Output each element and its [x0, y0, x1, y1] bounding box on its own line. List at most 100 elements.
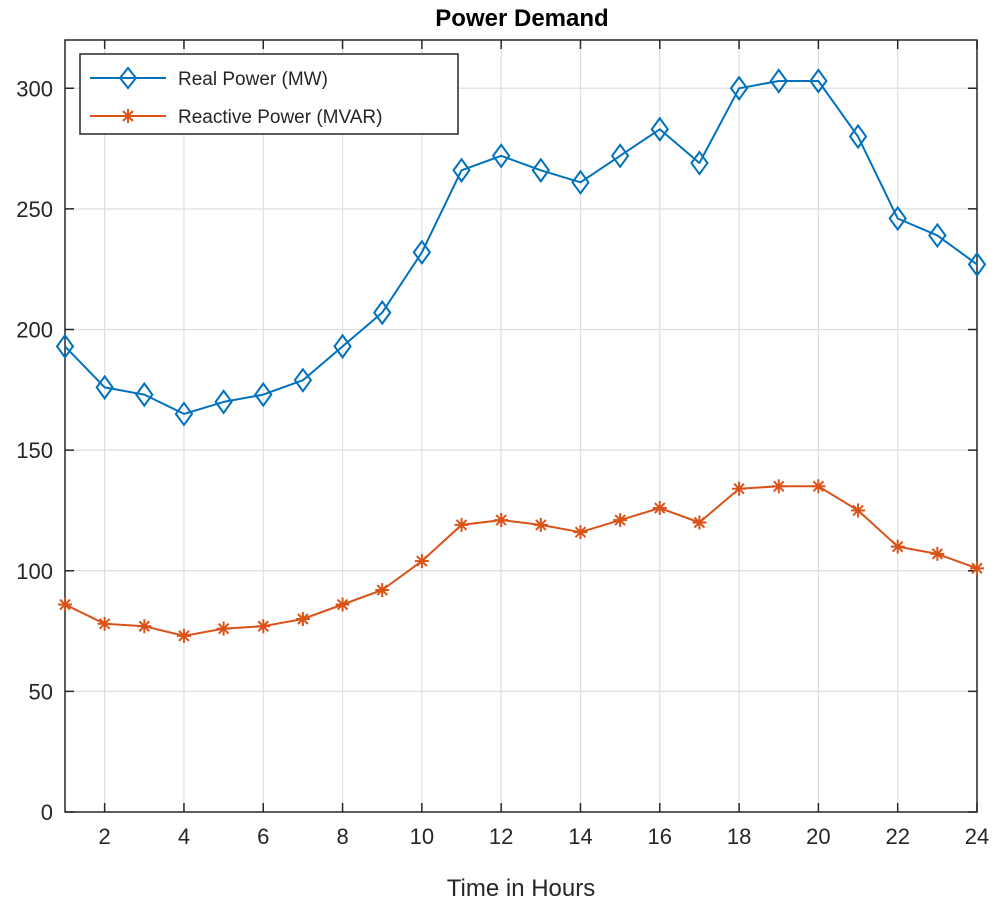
- legend-real-power-marker: [118, 66, 138, 90]
- x-tick-label: 18: [727, 824, 751, 849]
- x-tick-label: 20: [806, 824, 830, 849]
- y-tick-label: 0: [41, 800, 53, 825]
- data-point-reactive-power-mvar: [137, 619, 152, 634]
- data-point-reactive-power-mvar: [811, 479, 826, 494]
- data-point-real-power-mw: [55, 333, 75, 360]
- x-tick-label: 8: [336, 824, 348, 849]
- data-point-real-power-mw: [571, 169, 590, 196]
- data-point-real-power-mw: [650, 116, 670, 142]
- x-tick-label: 4: [178, 824, 190, 849]
- legend: Real Power (MW) Reactive Power (MVAR): [79, 53, 459, 135]
- asterisk-stroke: [257, 620, 269, 632]
- asterisk-stroke: [971, 562, 983, 575]
- data-point-real-power-mw: [610, 143, 630, 169]
- asterisk-stroke: [891, 540, 904, 553]
- x-tick-label: 6: [257, 824, 269, 849]
- data-point-reactive-power-mvar: [732, 481, 747, 496]
- x-tick-label: 16: [648, 824, 672, 849]
- asterisk-stroke: [931, 548, 944, 560]
- asterisk-stroke: [217, 622, 230, 635]
- data-point-real-power-mw: [769, 68, 788, 94]
- data-point-real-power-mw: [95, 374, 114, 401]
- asterisk-stroke: [336, 598, 349, 611]
- y-tick-label: 300: [16, 76, 53, 101]
- data-point-real-power-mw: [214, 389, 233, 415]
- data-point-reactive-power-mvar: [216, 621, 231, 636]
- data-point-real-power-mw: [729, 75, 749, 101]
- asterisk-stroke: [59, 598, 71, 611]
- series-real-power-mw: [55, 68, 987, 427]
- asterisk-stroke: [693, 516, 706, 529]
- data-point-real-power-mw: [491, 143, 511, 169]
- legend-reactive-power-marker: [121, 109, 135, 123]
- asterisk-stroke: [535, 519, 547, 531]
- x-axis-label: Time in Hours: [447, 875, 595, 902]
- data-point-real-power-mw: [452, 157, 471, 183]
- x-tick-label: 14: [568, 824, 592, 849]
- legend-box: [79, 53, 459, 135]
- data-point-reactive-power-mvar: [930, 546, 945, 561]
- series-line-reactive-power-mvar: [64, 485, 978, 637]
- plot-border: [64, 39, 978, 813]
- asterisk-stroke: [138, 620, 151, 632]
- x-tick-label: 24: [965, 824, 989, 849]
- data-point-reactive-power-mvar: [970, 561, 984, 576]
- series-reactive-power-mvar: [58, 479, 984, 643]
- y-tick-label: 100: [16, 559, 53, 584]
- x-tick-label: 10: [410, 824, 434, 849]
- series-layer: [55, 68, 987, 643]
- x-tick-label: 2: [99, 824, 111, 849]
- asterisk-stroke: [574, 526, 587, 538]
- asterisk-stroke: [376, 584, 388, 596]
- data-point-reactive-power-mvar: [295, 612, 310, 626]
- asterisk-stroke: [455, 519, 468, 531]
- data-point-reactive-power-mvar: [890, 539, 905, 554]
- asterisk-stroke: [852, 504, 864, 517]
- data-point-reactive-power-mvar: [58, 597, 72, 612]
- asterisk-stroke: [773, 480, 785, 493]
- data-point-reactive-power-mvar: [335, 597, 350, 612]
- data-point-reactive-power-mvar: [771, 479, 786, 494]
- data-point-reactive-power-mvar: [256, 619, 271, 634]
- data-point-real-power-mw: [333, 333, 352, 360]
- asterisk-stroke: [495, 514, 507, 526]
- asterisk-stroke: [98, 618, 111, 630]
- y-tick-label: 50: [29, 679, 53, 704]
- asterisk-stroke: [416, 555, 428, 567]
- data-point-reactive-power-mvar: [692, 515, 707, 530]
- data-point-reactive-power-mvar: [494, 513, 509, 528]
- data-point-real-power-mw: [690, 150, 709, 176]
- asterisk-stroke: [654, 502, 666, 514]
- data-point-real-power-mw: [967, 251, 987, 278]
- data-point-real-power-mw: [928, 222, 947, 249]
- data-point-reactive-power-mvar: [573, 525, 588, 540]
- asterisk-stroke: [614, 514, 626, 526]
- data-point-reactive-power-mvar: [414, 554, 429, 569]
- data-point-real-power-mw: [848, 123, 868, 150]
- data-point-reactive-power-mvar: [454, 517, 469, 532]
- data-point-real-power-mw: [412, 239, 432, 266]
- data-point-real-power-mw: [372, 299, 392, 326]
- y-tick-label: 150: [16, 438, 53, 463]
- y-tick-label: 200: [16, 318, 53, 343]
- chart-title: Power Demand: [435, 5, 608, 32]
- data-point-reactive-power-mvar: [375, 583, 390, 598]
- data-point-real-power-mw: [135, 381, 154, 408]
- x-tick-label: 22: [885, 824, 909, 849]
- data-point-real-power-mw: [293, 367, 313, 393]
- legend-reactive-power-label: Reactive Power (MVAR): [178, 107, 382, 128]
- asterisk-stroke: [178, 630, 190, 642]
- data-point-reactive-power-mvar: [176, 628, 191, 643]
- data-point-reactive-power-mvar: [533, 517, 548, 532]
- data-point-real-power-mw: [809, 68, 828, 94]
- x-tick-label: 12: [489, 824, 513, 849]
- data-point-real-power-mw: [174, 401, 194, 427]
- data-point-real-power-mw: [531, 157, 551, 183]
- legend-real-power-label: Real Power (MW): [178, 69, 328, 90]
- data-point-reactive-power-mvar: [97, 616, 112, 631]
- asterisk-stroke: [297, 613, 309, 625]
- data-point-real-power-mw: [888, 205, 907, 232]
- y-tick-label: 250: [16, 197, 53, 222]
